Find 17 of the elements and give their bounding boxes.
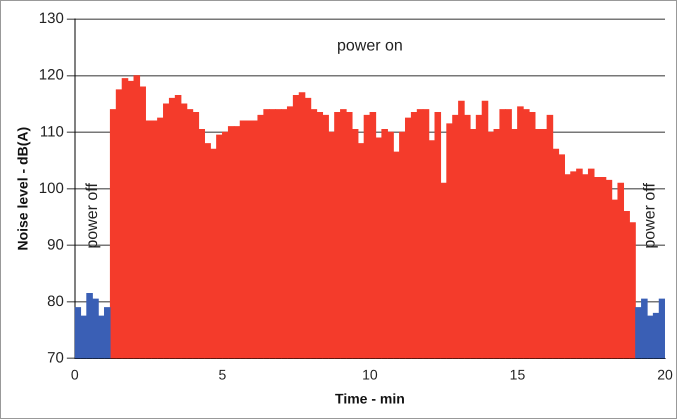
annotation: power off [84, 182, 101, 249]
y-tick-label: 90 [47, 236, 64, 254]
y-tick-label: 130 [38, 10, 64, 28]
x-tick-label: 5 [218, 366, 226, 383]
y-tick-label: 110 [40, 123, 64, 140]
y-tick-label: 120 [38, 66, 64, 84]
x-tick-label: 15 [510, 366, 526, 383]
x-axis-title: Time - min [335, 390, 405, 406]
y-tick-label: 80 [47, 292, 64, 310]
y-axis-title: Noise level - dB(A) [14, 126, 30, 251]
annotation: power off [642, 182, 659, 249]
x-tick-label: 0 [70, 366, 79, 383]
x-tick-label: 20 [657, 366, 673, 383]
annotation: power on [337, 38, 403, 55]
y-tick-label: 100 [38, 180, 64, 197]
x-tick-label: 10 [362, 366, 378, 383]
y-tick-label: 70 [47, 350, 64, 367]
